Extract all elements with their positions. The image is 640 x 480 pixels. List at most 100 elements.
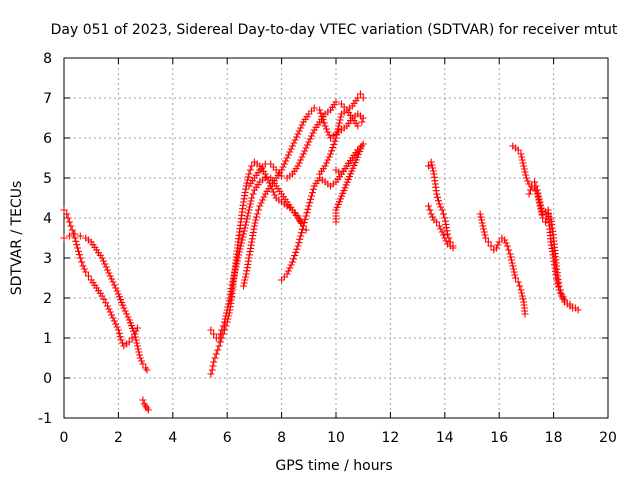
- data-point-marker: [329, 144, 337, 152]
- x-tick-label: 4: [168, 430, 177, 446]
- data-point-marker: [294, 242, 302, 250]
- data-point-marker: [124, 313, 132, 321]
- data-point-marker: [330, 140, 338, 148]
- data-point-marker: [113, 287, 121, 295]
- data-point-marker: [324, 156, 332, 164]
- x-tick-label: 12: [381, 430, 399, 446]
- data-point-marker: [73, 241, 81, 249]
- data-point-marker: [319, 116, 327, 124]
- x-tick-label: 0: [60, 430, 69, 446]
- data-point-marker: [133, 339, 141, 347]
- data-point-marker: [320, 119, 328, 127]
- data-point-marker: [98, 254, 106, 262]
- data-point-marker: [144, 406, 152, 414]
- data-point-marker: [82, 268, 90, 276]
- data-point-marker: [303, 209, 311, 217]
- data-point-marker: [429, 213, 437, 221]
- data-point-marker: [109, 278, 117, 286]
- data-point-marker: [335, 122, 343, 130]
- data-point-marker: [297, 124, 305, 132]
- data-point-marker: [429, 164, 437, 172]
- data-point-marker: [433, 190, 441, 198]
- data-point-marker: [522, 171, 530, 179]
- data-point-marker: [283, 154, 291, 162]
- data-point-marker: [334, 125, 342, 133]
- data-point-marker: [298, 121, 306, 129]
- data-point-marker: [76, 232, 84, 240]
- data-point-marker: [521, 168, 529, 176]
- y-tick-label: 0: [43, 371, 52, 387]
- data-point-marker: [574, 306, 582, 314]
- data-point-marker: [560, 298, 568, 306]
- data-point-marker: [298, 229, 306, 237]
- data-point-marker: [263, 173, 271, 181]
- data-point-marker: [293, 133, 301, 141]
- data-point-marker: [295, 159, 303, 167]
- data-point-marker: [332, 134, 340, 142]
- data-point-marker: [139, 360, 147, 368]
- data-point-marker: [358, 118, 366, 126]
- data-point-marker: [225, 297, 233, 305]
- data-point-marker: [295, 239, 303, 247]
- data-point-marker: [100, 295, 108, 303]
- data-point-marker: [437, 203, 445, 211]
- data-point-marker: [507, 256, 515, 264]
- data-point-marker: [537, 204, 545, 212]
- data-point-marker: [118, 339, 126, 347]
- data-point-marker: [302, 212, 310, 220]
- data-point-marker: [222, 312, 230, 320]
- data-point-marker: [449, 242, 457, 250]
- data-point-marker: [74, 244, 82, 252]
- data-point-marker: [505, 246, 513, 254]
- data-point-marker: [318, 112, 326, 120]
- data-points: [60, 90, 582, 414]
- data-point-marker: [478, 219, 486, 227]
- data-point-marker: [335, 119, 343, 127]
- data-point-marker: [212, 350, 220, 358]
- data-point-marker: [434, 193, 442, 201]
- data-point-marker: [288, 258, 296, 266]
- data-point-marker: [72, 237, 80, 245]
- data-point-marker: [524, 177, 532, 185]
- x-tick-label: 6: [223, 430, 232, 446]
- data-point-marker: [316, 106, 324, 114]
- data-point-marker: [209, 362, 217, 370]
- data-point-marker: [566, 300, 574, 308]
- data-point-marker: [104, 266, 112, 274]
- data-point-marker: [249, 190, 257, 198]
- data-point-marker: [65, 232, 73, 240]
- data-point-marker: [240, 279, 248, 287]
- data-point-marker: [280, 160, 288, 168]
- data-point-marker: [225, 300, 233, 308]
- data-point-marker: [288, 142, 296, 150]
- data-point-marker: [301, 215, 309, 223]
- data-point-marker: [233, 260, 241, 268]
- data-point-marker: [216, 330, 224, 338]
- data-point-marker: [282, 157, 290, 165]
- data-point-marker: [479, 222, 487, 230]
- data-point-marker: [354, 122, 362, 130]
- data-point-marker: [521, 310, 529, 318]
- data-point-marker: [512, 274, 520, 282]
- data-point-marker: [484, 238, 492, 246]
- data-point-marker: [558, 292, 566, 300]
- data-point-marker: [439, 231, 447, 239]
- data-point-marker: [517, 286, 525, 294]
- data-point-marker: [297, 232, 305, 240]
- data-point-marker: [219, 322, 227, 330]
- data-point-marker: [134, 345, 142, 353]
- data-point-marker: [299, 150, 307, 158]
- data-point-marker: [552, 274, 560, 282]
- data-point-marker: [309, 185, 317, 193]
- data-point-marker: [241, 224, 249, 232]
- data-point-marker: [244, 173, 252, 181]
- y-tick-label: 5: [43, 171, 52, 187]
- data-point-marker: [302, 144, 310, 152]
- data-point-marker: [135, 348, 143, 356]
- data-point-marker: [284, 267, 292, 275]
- data-point-marker: [559, 295, 567, 303]
- data-point-marker: [242, 273, 250, 281]
- data-point-marker: [541, 218, 549, 226]
- data-point-marker: [308, 132, 316, 140]
